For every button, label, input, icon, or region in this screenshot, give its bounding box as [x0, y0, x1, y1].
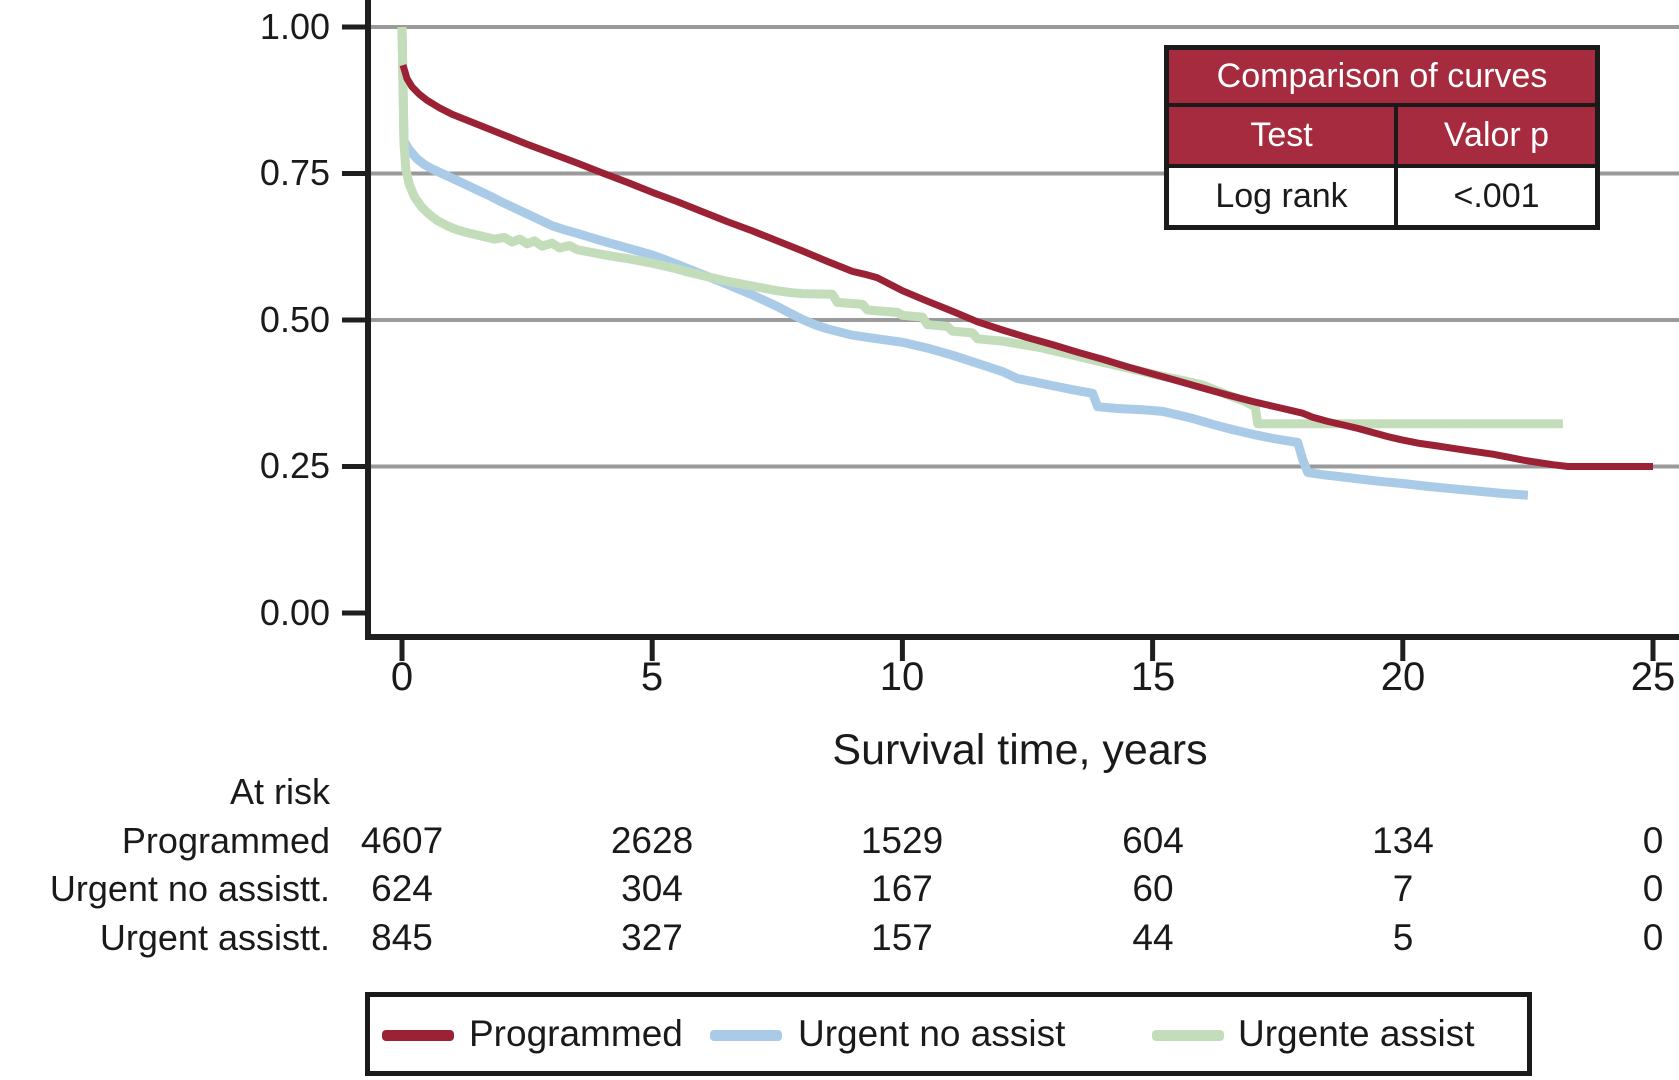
x-axis-title: Survival time, years: [832, 726, 1208, 774]
x-tick-label: 15: [1130, 655, 1176, 699]
comparison-table-p-value: <.001: [1453, 177, 1540, 215]
at-risk-header: At risk: [229, 771, 330, 812]
x-tick-label: 0: [390, 655, 414, 699]
y-tick-label: 0.00: [259, 592, 330, 633]
y-tick-label: 0.50: [259, 299, 330, 340]
legend-label-urgent-no-assist: Urgent no assist: [798, 1013, 1066, 1054]
at-risk-count: 157: [871, 917, 933, 958]
at-risk-count: 167: [871, 868, 933, 909]
x-tick-label: 5: [640, 655, 664, 699]
comparison-table: Comparison of curves Test Valor p Log ra…: [1164, 45, 1600, 230]
at-risk-count: 7: [1392, 868, 1414, 909]
y-tick-label: 0.75: [259, 152, 330, 193]
at-risk-count: 845: [371, 917, 433, 958]
at-risk-row-label-urgent-no-assist: Urgent no assistt.: [49, 868, 330, 909]
legend: Programmed Urgent no assist Urgente assi…: [365, 992, 1532, 1076]
at-risk-count: 44: [1132, 917, 1174, 958]
at-risk-count: 604: [1122, 820, 1184, 861]
legend-label-urgente-assist: Urgente assist: [1238, 1013, 1475, 1054]
x-tick-label: 20: [1380, 655, 1426, 699]
at-risk-row-label-programmed: Programmed: [121, 820, 330, 861]
y-tick-label: 1.00: [259, 6, 330, 47]
at-risk-count: 2628: [610, 820, 694, 861]
at-risk-count: 1529: [860, 820, 944, 861]
at-risk-count: 134: [1372, 820, 1434, 861]
at-risk-count: 327: [621, 917, 683, 958]
legend-swatch-urgente-assist: [1152, 1030, 1224, 1041]
at-risk-count: 624: [371, 868, 433, 909]
legend-label-programmed: Programmed: [469, 1013, 683, 1054]
at-risk-count: 304: [621, 868, 683, 909]
comparison-table-title: Comparison of curves: [1169, 50, 1595, 107]
at-risk-count: 5: [1392, 917, 1414, 958]
at-risk-count: 0: [1642, 917, 1664, 958]
at-risk-count: 60: [1132, 868, 1174, 909]
comparison-table-data-row: Log rank <.001: [1169, 168, 1595, 225]
at-risk-count: 0: [1642, 820, 1664, 861]
at-risk-count: 0: [1642, 868, 1664, 909]
comparison-table-header-test: Test: [1169, 107, 1398, 164]
at-risk-count: 4607: [360, 820, 444, 861]
x-tick-label: 25: [1630, 655, 1676, 699]
at-risk-row-label-urgent-assist: Urgent assistt.: [99, 917, 330, 958]
comparison-table-header-pvalue: Valor p: [1443, 116, 1550, 154]
comparison-table-header-row: Test Valor p: [1169, 107, 1595, 168]
legend-swatch-urgent-no-assist: [710, 1030, 782, 1041]
comparison-table-test-name: Log rank: [1169, 168, 1398, 225]
x-tick-label: 10: [879, 655, 925, 699]
y-tick-label: 0.25: [259, 445, 330, 486]
legend-swatch-programmed: [382, 1030, 454, 1041]
